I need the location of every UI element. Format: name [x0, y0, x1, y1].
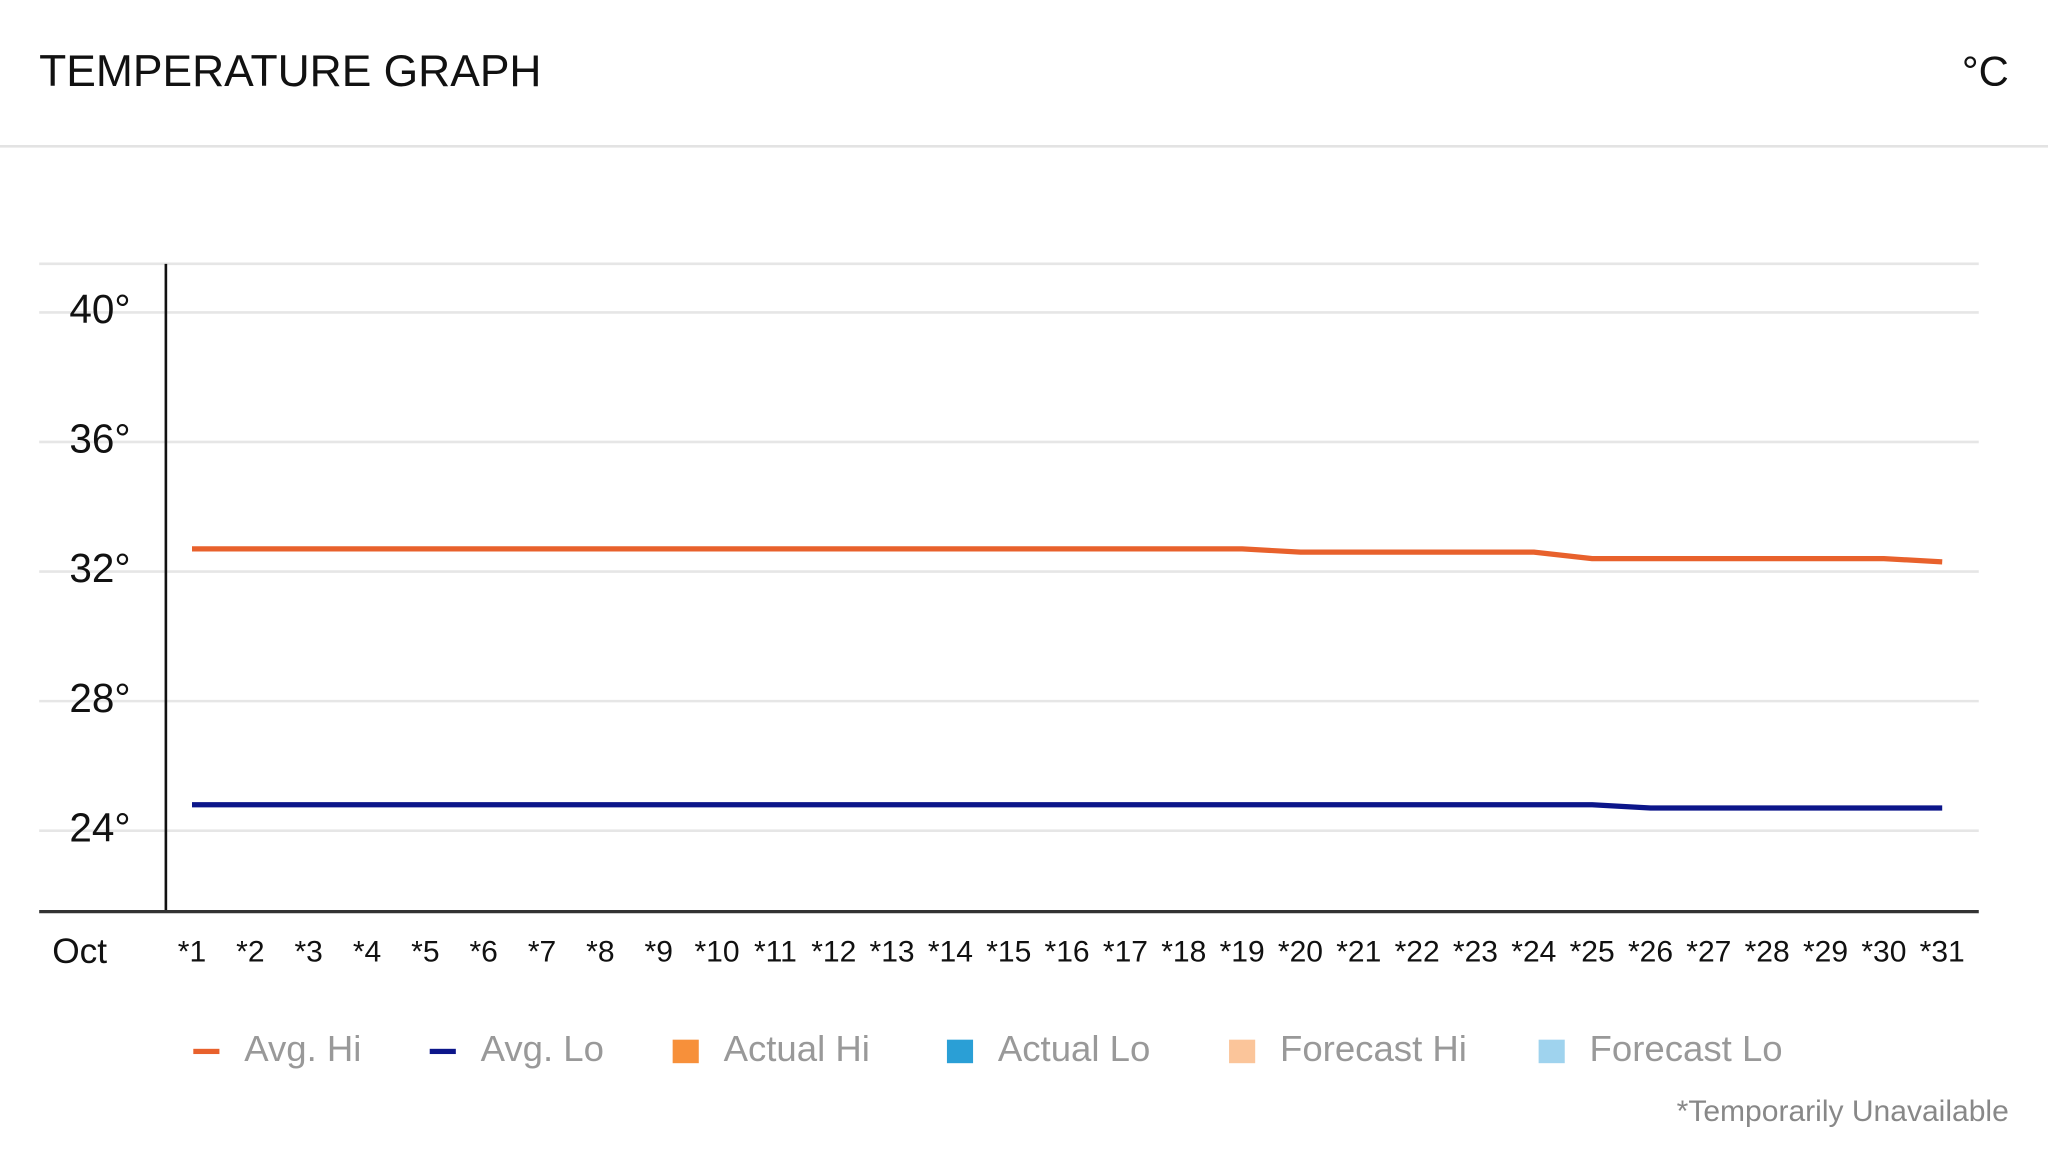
x-tick-label: *3	[294, 935, 322, 968]
x-tick-label: *27	[1686, 935, 1731, 968]
x-tick-label: *25	[1570, 935, 1615, 968]
legend-label: Avg. Lo	[481, 1028, 604, 1069]
x-tick-label: *21	[1336, 935, 1381, 968]
legend-marker	[946, 1039, 974, 1064]
legend-marker	[672, 1039, 699, 1064]
legend-marker	[429, 1048, 456, 1055]
legend-marker	[1538, 1039, 1565, 1064]
x-tick-label: *19	[1220, 935, 1265, 968]
legend-marker	[193, 1048, 220, 1055]
x-tick-label: *10	[695, 935, 740, 968]
x-tick-label: *28	[1745, 935, 1790, 968]
x-tick-label: *22	[1395, 935, 1440, 968]
legend-marker	[1229, 1039, 1256, 1064]
x-tick-label: *30	[1861, 935, 1906, 968]
x-axis-label: Oct	[52, 932, 107, 971]
x-tick-label: *14	[928, 935, 973, 968]
x-tick-label: *18	[1161, 935, 1206, 968]
x-tick-label: *26	[1628, 935, 1673, 968]
x-tick-label: *5	[411, 935, 439, 968]
x-tick-label: *24	[1511, 935, 1556, 968]
legend-label: Actual Hi	[724, 1028, 870, 1069]
legend-label: Avg. Hi	[244, 1028, 361, 1069]
legend-label: Forecast Lo	[1590, 1028, 1783, 1069]
y-tick-label: 24°	[69, 804, 130, 850]
legend-label: Forecast Hi	[1280, 1028, 1467, 1069]
series-line	[191, 546, 1943, 565]
x-tick-label: *7	[528, 935, 556, 968]
x-tick-label: *31	[1920, 935, 1965, 968]
x-tick-label: *17	[1103, 935, 1148, 968]
x-tick-label: *1	[178, 935, 206, 968]
x-tick-label: *12	[811, 935, 856, 968]
y-tick-label: 28°	[69, 675, 130, 721]
series-line	[191, 802, 1943, 811]
y-tick-label: 36°	[69, 416, 130, 462]
x-tick-label: *2	[236, 935, 264, 968]
x-tick-label: *15	[986, 935, 1031, 968]
x-tick-label: *29	[1803, 935, 1848, 968]
legend-label: Actual Lo	[998, 1028, 1150, 1069]
x-tick-label: *20	[1278, 935, 1323, 968]
page-title: TEMPERATURE GRAPH	[39, 47, 541, 96]
unit-toggle[interactable]: °C	[1962, 47, 2009, 94]
footnote: *Temporarily Unavailable	[1677, 1095, 2009, 1128]
y-tick-label: 32°	[69, 545, 130, 591]
x-tick-label: *23	[1453, 935, 1498, 968]
x-tick-label: *4	[353, 935, 381, 968]
x-tick-label: *11	[754, 935, 797, 968]
x-tick-label: *9	[645, 935, 673, 968]
y-tick-label: 40°	[69, 286, 130, 332]
x-tick-label: *8	[586, 935, 614, 968]
x-tick-label: *16	[1045, 935, 1090, 968]
x-tick-label: *6	[470, 935, 498, 968]
x-tick-label: *13	[870, 935, 915, 968]
